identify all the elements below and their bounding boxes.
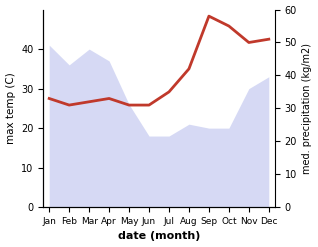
Y-axis label: med. precipitation (kg/m2): med. precipitation (kg/m2) <box>302 43 313 174</box>
X-axis label: date (month): date (month) <box>118 231 200 242</box>
Y-axis label: max temp (C): max temp (C) <box>5 72 16 144</box>
